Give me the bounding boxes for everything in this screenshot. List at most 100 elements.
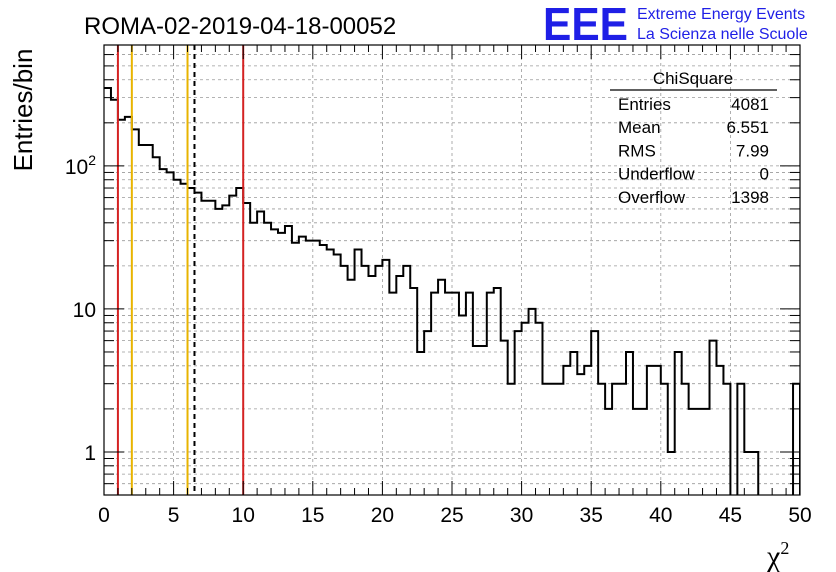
- threshold-lines: [116, 45, 245, 495]
- axis-ticks: [103, 45, 801, 495]
- histogram-bin: [556, 384, 563, 495]
- x-tick-label: 10: [232, 504, 255, 527]
- histogram-bin: [417, 352, 424, 495]
- histogram-bin: [250, 223, 257, 495]
- y-axis-label: Entries/bin: [8, 49, 38, 172]
- histogram-bin: [153, 157, 160, 495]
- histogram-bin: [292, 243, 299, 495]
- histogram-series: [104, 87, 800, 495]
- grid: [104, 45, 800, 495]
- histogram-bin: [174, 180, 181, 495]
- histogram-bin: [619, 384, 626, 495]
- stats-row-label: Underflow: [618, 165, 695, 184]
- eee-logo-line2: La Scienza nelle Scuole: [637, 26, 808, 43]
- histogram-bin: [737, 384, 744, 495]
- histogram-bin: [194, 193, 201, 495]
- histogram-bin: [515, 331, 522, 495]
- histogram-bin: [118, 120, 125, 495]
- histogram-bin: [696, 409, 703, 495]
- histogram-bin: [710, 341, 717, 495]
- x-tick-labels: 0 5 10 15 20 25 30 35 40 45 50: [98, 504, 812, 527]
- histogram-bin: [549, 384, 556, 495]
- histogram-line: [104, 87, 800, 495]
- histogram-bin: [751, 452, 758, 495]
- histogram-bin: [125, 117, 132, 495]
- x-tick-label: 50: [788, 504, 811, 527]
- histogram-bin: [626, 352, 633, 495]
- histogram-bin: [654, 366, 661, 495]
- histogram-bin: [480, 346, 487, 495]
- histogram-bin: [647, 366, 654, 495]
- histogram-bin: [591, 331, 598, 495]
- histogram-bin: [473, 346, 480, 495]
- histogram-bin: [542, 384, 549, 495]
- histogram-bin: [529, 309, 536, 495]
- histogram-bin: [661, 384, 668, 495]
- histogram-bin: [716, 366, 723, 495]
- stats-row-value: 4081: [731, 95, 769, 114]
- histogram-bin: [487, 293, 494, 495]
- x-tick-label: 0: [98, 504, 110, 527]
- histogram-bin: [668, 452, 675, 495]
- histogram-bin: [167, 172, 174, 495]
- chart-title: ROMA-02-2019-04-18-00052: [84, 13, 396, 40]
- histogram-bin: [375, 266, 382, 495]
- x-axis-label: χ2: [766, 538, 789, 572]
- stats-row-value: 1398: [731, 188, 769, 207]
- x-tick-label: 35: [580, 504, 603, 527]
- histogram-bin: [389, 293, 396, 495]
- histogram-bin: [146, 145, 153, 495]
- histogram-bin: [111, 100, 118, 495]
- histogram-bin: [452, 293, 459, 495]
- x-tick-label: 45: [719, 504, 742, 527]
- eee-logo-mark: EEE: [543, 0, 628, 50]
- histogram-bin: [208, 201, 215, 495]
- histogram-bin: [403, 266, 410, 495]
- histogram-bin: [703, 409, 710, 495]
- histogram-bin: [577, 374, 584, 495]
- x-tick-label: 40: [649, 504, 672, 527]
- histogram-bin: [584, 366, 591, 495]
- histogram-bin: [563, 366, 570, 495]
- histogram-bin: [501, 341, 508, 495]
- stats-row-label: Entries: [618, 95, 671, 114]
- histogram-bin: [682, 384, 689, 495]
- histogram-bin: [570, 352, 577, 495]
- histogram-bin: [675, 352, 682, 495]
- x-tick-label: 20: [371, 504, 394, 527]
- histogram-bin: [508, 384, 515, 495]
- histogram-bin: [104, 88, 111, 495]
- histogram-bin: [181, 184, 188, 495]
- x-tick-label: 5: [168, 504, 180, 527]
- histogram-bin: [348, 280, 355, 495]
- stats-title: ChiSquare: [653, 69, 733, 88]
- stats-box: ChiSquare Entries 4081 Mean 6.551 RMS 7.99 Und…: [610, 69, 777, 207]
- histogram-bin: [160, 169, 167, 495]
- histogram-bin: [313, 241, 320, 495]
- y-tick-label: 10: [73, 299, 96, 322]
- histogram-bin: [139, 145, 146, 495]
- histogram-bin: [382, 260, 389, 495]
- stats-row-label: Mean: [618, 118, 661, 137]
- histogram-bin: [222, 205, 229, 495]
- histogram-bin: [278, 233, 285, 495]
- histogram-bin: [605, 409, 612, 495]
- stats-row-value: 6.551: [726, 118, 769, 137]
- histogram-bin: [494, 288, 501, 495]
- histogram-bin: [271, 229, 278, 495]
- histogram-bin: [362, 266, 369, 495]
- histogram-bin: [536, 323, 543, 495]
- stats-row-value: 7.99: [736, 141, 769, 160]
- histogram-bin: [257, 211, 264, 495]
- histogram-bin: [522, 323, 529, 495]
- stats-row-label: Overflow: [618, 188, 686, 207]
- histogram-bin: [689, 409, 696, 495]
- histogram-bin: [306, 241, 313, 495]
- histogram-bin: [466, 293, 473, 495]
- histogram-bin: [320, 245, 327, 495]
- histogram-bin: [723, 384, 730, 495]
- histogram-bin: [424, 331, 431, 495]
- histogram-bin: [459, 315, 466, 495]
- histogram-bin: [188, 188, 195, 495]
